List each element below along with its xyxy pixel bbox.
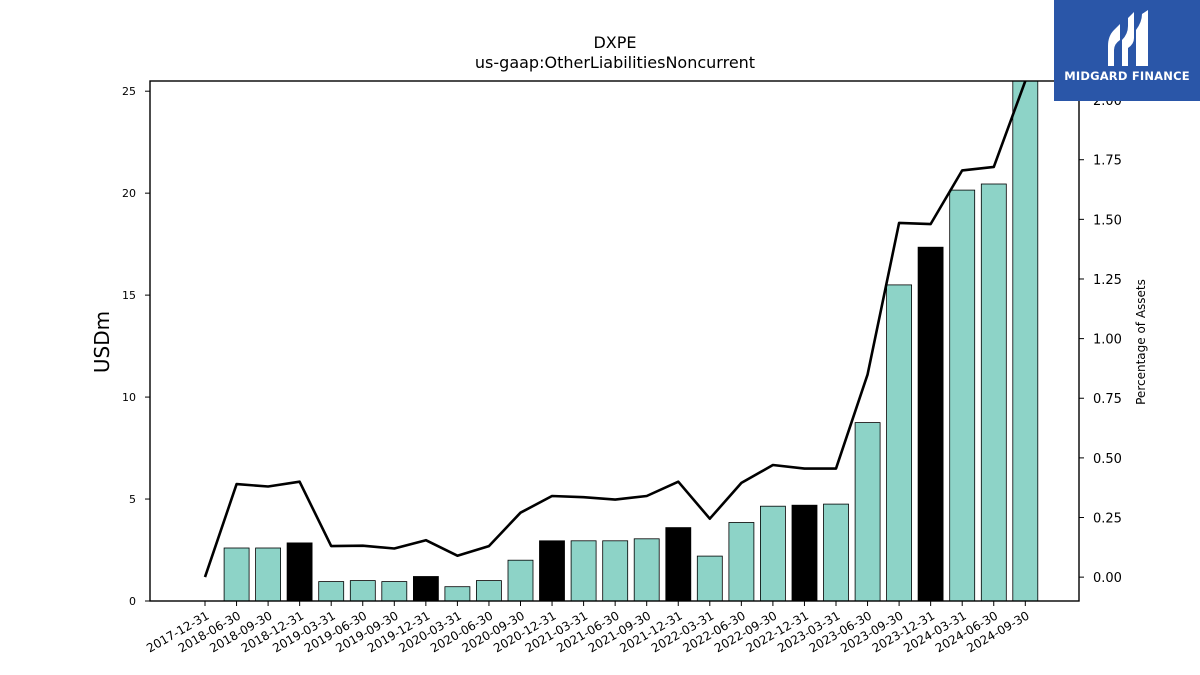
bar-2024-09-30	[1012, 80, 1039, 602]
y2-tick-label: 0.00	[1093, 571, 1122, 586]
line-series	[203, 80, 1027, 578]
y2-axis-label: Percentage of Assets	[1134, 279, 1148, 405]
y2-tick-label: 0.75	[1093, 392, 1122, 407]
bar-2021-12-31	[665, 527, 692, 602]
bar-2018-12-31	[286, 542, 313, 602]
bar-2020-09-30	[507, 559, 534, 602]
brand-logo: MIDGARD FINANCE	[1054, 0, 1200, 101]
brand-name: MIDGARD FINANCE	[1064, 69, 1190, 83]
bar-2018-09-30	[255, 547, 282, 602]
chart-subtitle: us-gaap:OtherLiabilitiesNoncurrent	[475, 53, 755, 72]
bar-series	[223, 80, 1039, 602]
bar-2019-06-30	[349, 580, 376, 602]
bar-2020-03-31	[444, 586, 471, 602]
bar-2022-06-30	[728, 522, 755, 602]
y2-tick-label: 1.50	[1093, 213, 1122, 228]
bar-2021-03-31	[570, 540, 597, 602]
bar-2019-12-31	[412, 576, 439, 602]
bar-2023-03-31	[823, 503, 849, 602]
percentage-line	[203, 80, 1027, 578]
y-tick-label: 10	[122, 391, 136, 404]
bar-2023-09-30	[886, 284, 912, 602]
bar-2021-09-30	[633, 538, 660, 602]
bar-2023-06-30	[854, 422, 881, 602]
y2-tick-label: 0.25	[1093, 512, 1122, 527]
bar-2024-03-31	[949, 189, 976, 602]
bar-2024-06-30	[980, 183, 1007, 602]
brand-mark-icon	[1108, 10, 1148, 66]
y2-tick-label: 1.75	[1093, 154, 1122, 169]
y-tick-label: 0	[129, 595, 136, 608]
bar-2020-12-31	[539, 540, 565, 602]
chart-title: DXPE	[593, 33, 636, 52]
y-axis-label: USDm	[90, 311, 114, 373]
bar-2023-12-31	[917, 246, 944, 602]
y-tick-label: 15	[122, 289, 136, 302]
bar-2018-06-30	[223, 547, 250, 602]
bar-2019-03-31	[318, 581, 345, 602]
y2-tick-label: 0.50	[1093, 452, 1122, 467]
y-tick-label: 5	[129, 493, 136, 506]
y-tick-label: 20	[122, 187, 136, 200]
bar-2020-06-30	[475, 580, 502, 602]
plot-frame	[149, 80, 1080, 602]
y2-tick-label: 1.25	[1093, 273, 1122, 288]
y2-tick-label: 1.00	[1093, 333, 1122, 348]
bar-2022-12-31	[791, 504, 818, 602]
y-tick-label: 25	[122, 85, 136, 98]
bar-2019-09-30	[381, 581, 408, 602]
bar-2022-09-30	[760, 505, 786, 602]
bar-2021-06-30	[602, 540, 629, 602]
bar-2022-03-31	[696, 555, 723, 602]
